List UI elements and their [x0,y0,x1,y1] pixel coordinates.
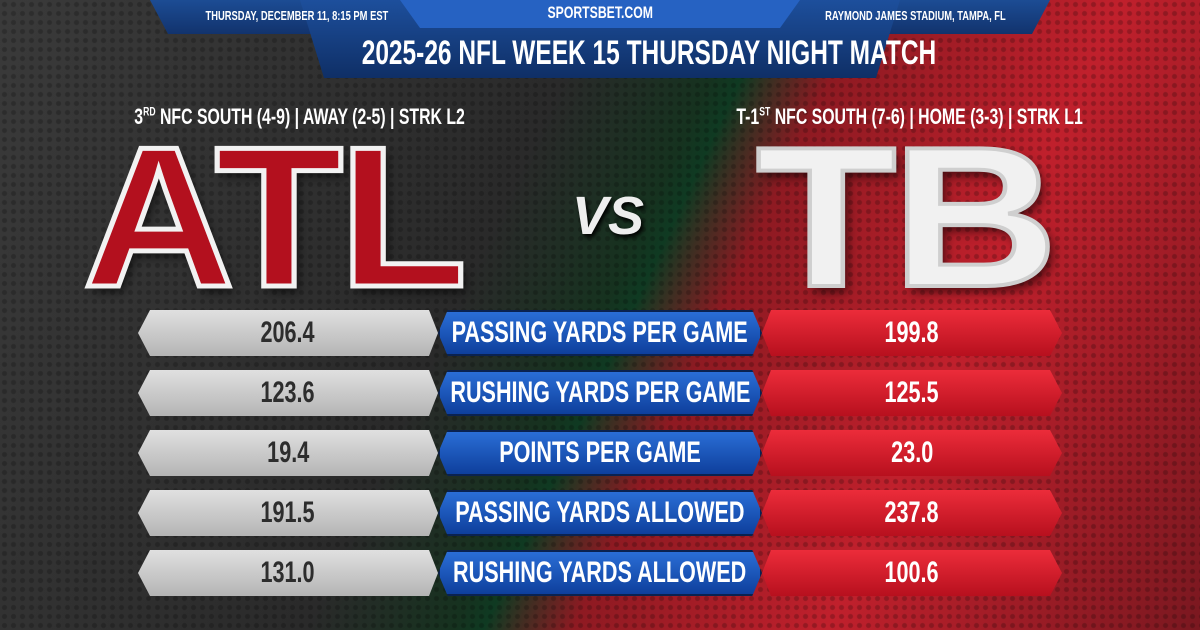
home-stat-value: 125.5 [762,370,1062,416]
game-date: THURSDAY, DECEMBER 11, 8:15 PM EST [205,8,389,23]
stat-label: PASSING YARDS ALLOWED [438,490,762,536]
home-stat-value: 23.0 [762,430,1062,476]
stat-row: 19.4 POINTS PER GAME 23.0 [138,430,1062,476]
home-stat-value: 100.6 [762,550,1062,596]
stat-row: 206.4 PASSING YARDS PER GAME 199.8 [138,310,1062,356]
page-title: 2025-26 NFL WEEK 15 THURSDAY NIGHT MATCH [361,34,937,72]
away-record: 3RD NFC SOUTH (4-9) | AWAY (2-5) | STRK … [134,104,466,129]
stat-label: RUSHING YARDS ALLOWED [438,550,762,596]
away-stat-value: 131.0 [138,550,438,596]
away-stat-value: 191.5 [138,490,438,536]
home-stat-value: 237.8 [762,490,1062,536]
venue: RAYMOND JAMES STADIUM, TAMPA, FL [825,8,1006,23]
stat-row: 131.0 RUSHING YARDS ALLOWED 100.6 [138,550,1062,596]
stat-label: RUSHING YARDS PER GAME [438,370,762,416]
home-team-abbr: TB [754,106,1061,329]
stat-row: 191.5 PASSING YARDS ALLOWED 237.8 [138,490,1062,536]
site-name: SPORTSBET.COM [547,3,653,22]
vs-label: VS [572,186,645,246]
stat-label: POINTS PER GAME [438,430,762,476]
home-stat-value: 199.8 [762,310,1062,356]
banner-top-tab [400,0,800,28]
stat-row: 123.6 RUSHING YARDS PER GAME 125.5 [138,370,1062,416]
away-stat-value: 19.4 [138,430,438,476]
away-team-abbr: ATL [80,106,469,329]
stat-label: PASSING YARDS PER GAME [438,310,762,356]
away-stat-value: 206.4 [138,310,438,356]
away-stat-value: 123.6 [138,370,438,416]
header-banner: THURSDAY, DECEMBER 11, 8:15 PM EST SPORT… [0,0,1200,100]
home-record: T-1ST NFC SOUTH (7-6) | HOME (3-3) | STR… [736,104,1084,129]
